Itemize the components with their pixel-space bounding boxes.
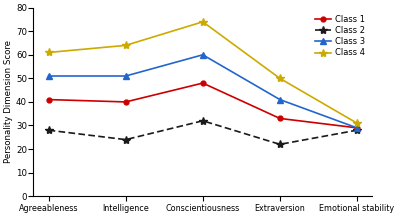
Line: Class 2: Class 2: [44, 117, 361, 148]
Class 2: [123, 138, 128, 141]
Class 3: [354, 127, 359, 129]
Class 4: [278, 77, 282, 80]
Line: Class 1: Class 1: [46, 81, 359, 130]
Legend: Class 1, Class 2, Class 3, Class 4: Class 1, Class 2, Class 3, Class 4: [312, 12, 368, 61]
Class 4: [46, 51, 51, 54]
Class 3: [46, 75, 51, 77]
Class 1: [46, 98, 51, 101]
Class 3: [278, 98, 282, 101]
Class 1: [354, 127, 359, 129]
Class 4: [354, 122, 359, 124]
Class 2: [354, 129, 359, 132]
Class 1: [278, 117, 282, 120]
Y-axis label: Personality Dimension Score: Personality Dimension Score: [4, 40, 13, 163]
Class 2: [46, 129, 51, 132]
Class 4: [123, 44, 128, 47]
Class 2: [200, 120, 205, 122]
Line: Class 4: Class 4: [44, 18, 361, 127]
Class 4: [200, 20, 205, 23]
Class 1: [123, 101, 128, 103]
Class 1: [200, 82, 205, 84]
Class 2: [278, 143, 282, 146]
Class 3: [123, 75, 128, 77]
Line: Class 3: Class 3: [46, 52, 360, 131]
Class 3: [200, 54, 205, 56]
